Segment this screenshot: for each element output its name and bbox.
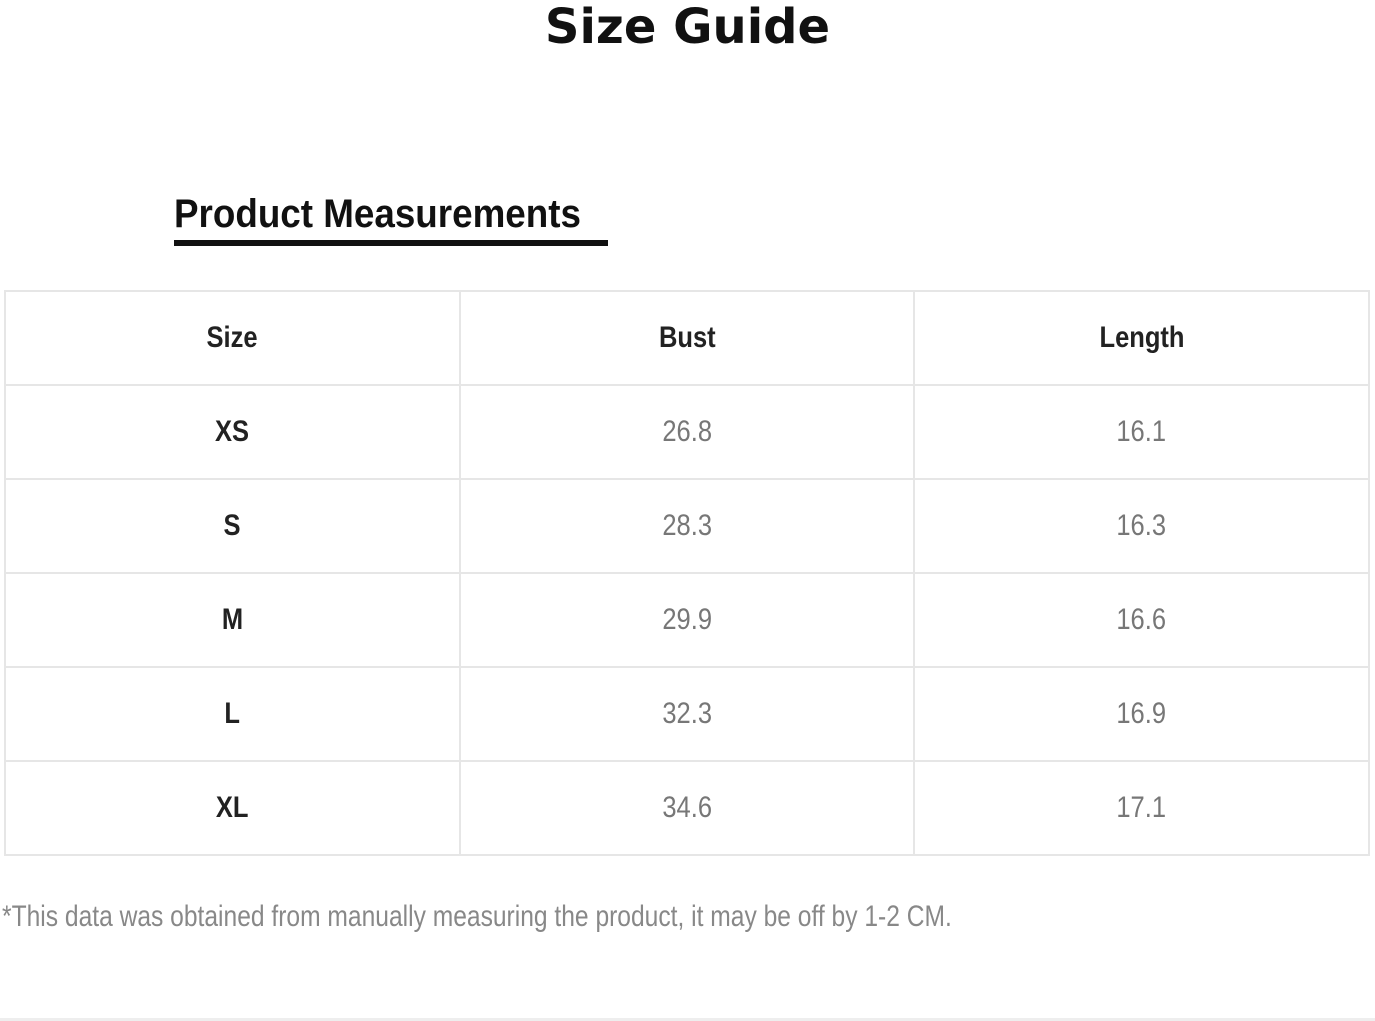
section-title-underline [174,240,608,246]
table-row: M 29.9 16.6 [4,572,1370,668]
cell-size: XS [4,384,461,480]
cell-size: L [4,666,461,762]
cell-bust: 29.9 [458,572,916,668]
cell-size: XL [4,760,461,856]
cell-length: 16.3 [913,478,1370,574]
cell-bust: 26.8 [458,384,916,480]
size-table: Size Bust Length XS 26.8 16.1 S 28.3 16.… [4,290,1370,856]
cell-length: 16.9 [913,666,1370,762]
header-size: Size [4,290,461,386]
table-row: XS 26.8 16.1 [4,384,1370,480]
table-row: S 28.3 16.3 [4,478,1370,574]
cell-size: M [4,572,461,668]
table-row: XL 34.6 17.1 [4,760,1370,856]
header-bust: Bust [458,290,916,386]
table-header-row: Size Bust Length [4,290,1370,386]
cell-bust: 32.3 [458,666,916,762]
cell-bust: 34.6 [458,760,916,856]
page-title: Size Guide [544,0,831,55]
measurement-note: *This data was obtained from manually me… [2,900,952,933]
cell-length: 17.1 [913,760,1370,856]
cell-length: 16.6 [913,572,1370,668]
divider [0,1018,1375,1021]
header-length: Length [913,290,1370,386]
table-row: L 32.3 16.9 [4,666,1370,762]
section-title: Product Measurements [174,192,581,236]
cell-bust: 28.3 [458,478,916,574]
cell-size: S [4,478,461,574]
cell-length: 16.1 [913,384,1370,480]
